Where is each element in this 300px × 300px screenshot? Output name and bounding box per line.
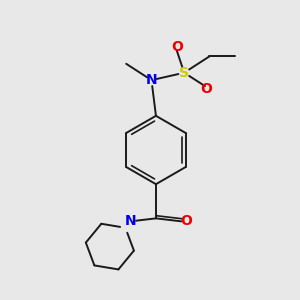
Text: O: O — [181, 214, 193, 228]
Text: N: N — [146, 73, 157, 87]
Text: O: O — [171, 40, 183, 55]
Text: O: O — [200, 82, 212, 96]
Text: S: S — [179, 66, 189, 80]
Text: N: N — [125, 214, 136, 228]
